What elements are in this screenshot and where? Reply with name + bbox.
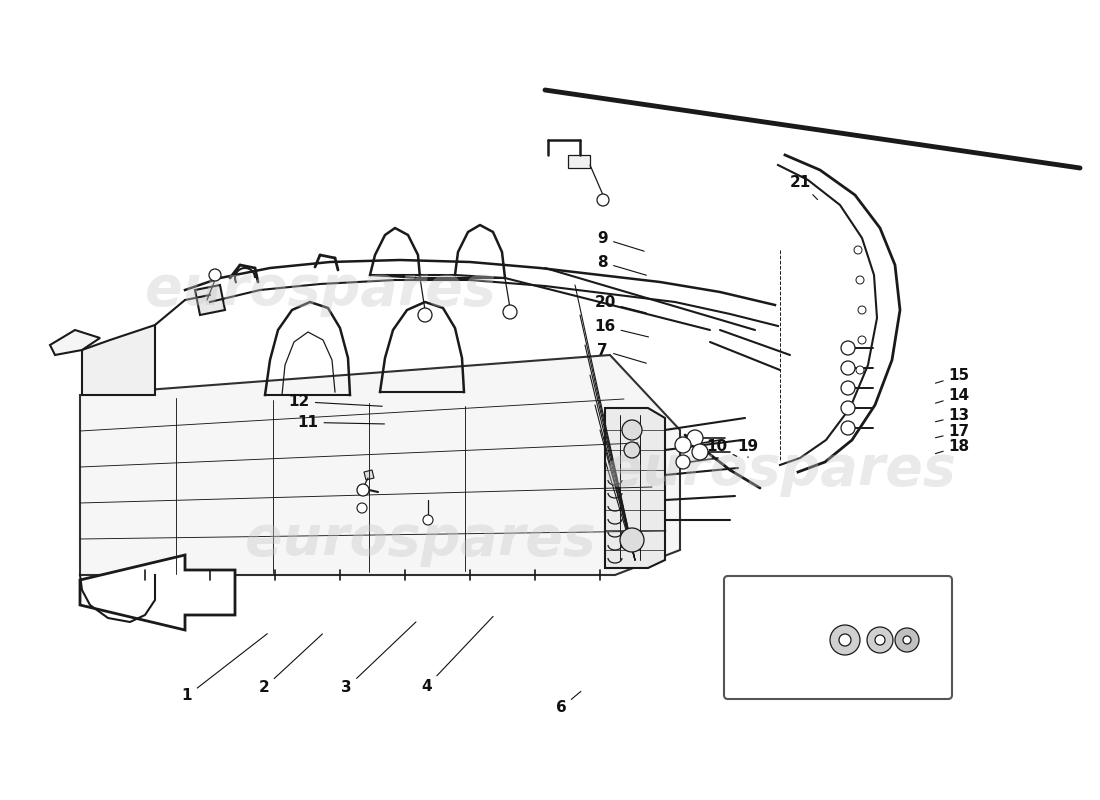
Polygon shape (82, 325, 155, 395)
Text: 7: 7 (597, 343, 647, 363)
Text: 18: 18 (935, 439, 970, 454)
Circle shape (842, 401, 855, 415)
Polygon shape (195, 285, 226, 315)
Text: eurospares: eurospares (144, 263, 495, 317)
Circle shape (358, 484, 368, 496)
Circle shape (874, 635, 886, 645)
Circle shape (624, 442, 640, 458)
Text: 8: 8 (597, 255, 647, 275)
Text: 14: 14 (935, 389, 970, 403)
Circle shape (209, 269, 221, 281)
Text: 13: 13 (935, 409, 970, 423)
Circle shape (418, 308, 432, 322)
Circle shape (856, 366, 864, 374)
Circle shape (842, 381, 855, 395)
Circle shape (424, 515, 433, 525)
Circle shape (597, 194, 609, 206)
Circle shape (830, 625, 860, 655)
Text: 12: 12 (288, 394, 382, 409)
Text: 10: 10 (706, 439, 737, 456)
FancyBboxPatch shape (724, 576, 952, 699)
Text: 1: 1 (182, 634, 267, 703)
Circle shape (692, 444, 708, 460)
Text: 15: 15 (935, 369, 970, 383)
Circle shape (842, 421, 855, 435)
Circle shape (358, 503, 367, 513)
Text: eurospares: eurospares (244, 513, 595, 567)
Text: 11: 11 (297, 415, 384, 430)
Circle shape (858, 336, 866, 344)
Polygon shape (50, 330, 100, 355)
Circle shape (620, 528, 644, 552)
Circle shape (867, 627, 893, 653)
Circle shape (621, 420, 642, 440)
Circle shape (688, 430, 703, 446)
Polygon shape (80, 555, 235, 630)
Text: eurospares: eurospares (605, 443, 956, 497)
Text: 19: 19 (737, 439, 759, 458)
Circle shape (503, 305, 517, 319)
Text: 20: 20 (594, 295, 647, 313)
Text: 16: 16 (594, 319, 649, 337)
Polygon shape (605, 408, 665, 568)
Circle shape (858, 306, 866, 314)
Text: 21: 21 (790, 175, 817, 200)
Text: 4: 4 (421, 617, 493, 694)
Text: 3: 3 (341, 622, 416, 695)
Circle shape (856, 276, 864, 284)
Text: 9: 9 (597, 231, 645, 251)
Circle shape (895, 628, 918, 652)
Text: 2: 2 (258, 634, 322, 695)
Text: 6: 6 (556, 691, 581, 715)
Polygon shape (745, 630, 763, 650)
Polygon shape (568, 155, 590, 168)
Circle shape (903, 636, 911, 644)
Text: 5: 5 (883, 637, 918, 651)
Polygon shape (80, 355, 680, 575)
Circle shape (854, 246, 862, 254)
Polygon shape (364, 470, 374, 480)
Circle shape (675, 437, 691, 453)
Circle shape (839, 634, 851, 646)
Circle shape (676, 455, 690, 469)
Circle shape (842, 361, 855, 375)
Circle shape (842, 341, 855, 355)
Text: 17: 17 (935, 425, 970, 439)
